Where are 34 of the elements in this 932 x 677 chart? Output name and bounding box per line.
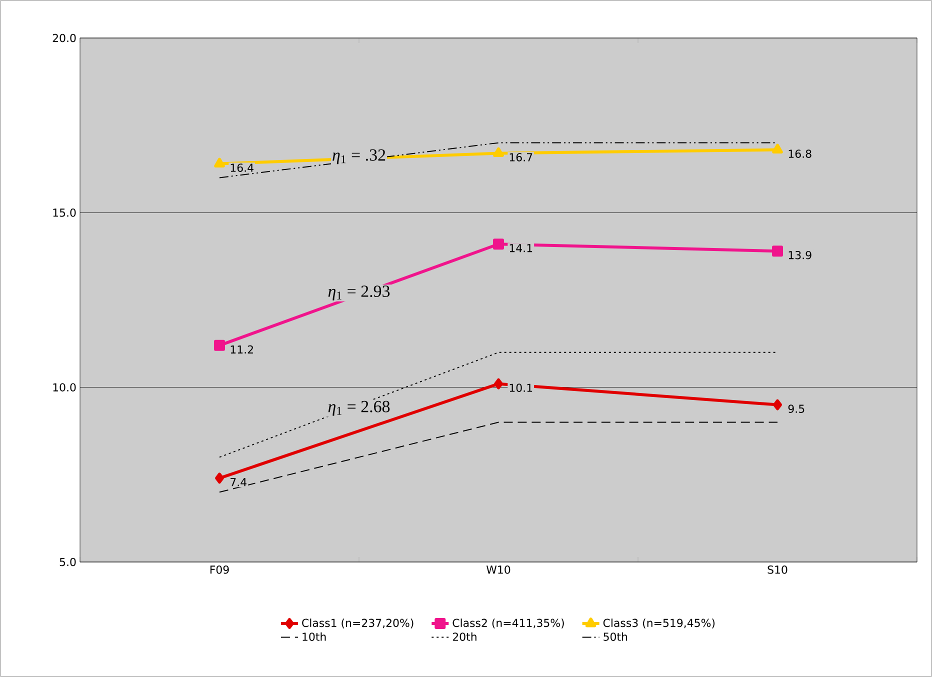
y-tick-label: 15.0: [53, 208, 76, 217]
legend-label: 10th: [302, 632, 326, 641]
legend-label: 50th: [604, 632, 628, 641]
annotation: η$_{1}$ = 2.68: [328, 400, 390, 416]
legend-label: Class1 (n=237,20%): [302, 618, 414, 628]
point: [494, 378, 503, 390]
x-tick-label: F09: [210, 566, 229, 574]
data-label: 14.1: [510, 244, 532, 252]
point: [772, 246, 783, 257]
x-tick-label: W10: [486, 566, 510, 574]
legend-label: Class3 (n=519,45%): [603, 618, 715, 628]
point: [493, 238, 504, 250]
point: [772, 144, 783, 154]
data-label: 16.8: [788, 150, 812, 158]
point: [214, 158, 225, 168]
point: [214, 340, 225, 351]
legend-label: 20th: [452, 632, 476, 641]
point: [773, 399, 782, 410]
point: [215, 472, 224, 484]
data-label: 10.1: [510, 384, 532, 392]
x-tick-label: S10: [768, 566, 788, 574]
y-tick-label: 5.0: [60, 558, 76, 566]
data-label: 7.4: [230, 478, 246, 486]
data-label: 11.2: [230, 345, 253, 354]
point: [493, 147, 504, 158]
data-label: 9.5: [788, 404, 804, 413]
data-label: 13.9: [788, 250, 812, 260]
annotation: η$_{1}$ = 2.93: [328, 286, 390, 300]
y-tick-label: 10.0: [53, 383, 76, 392]
data-label: 16.4: [230, 164, 254, 172]
data-label: 16.7: [510, 153, 532, 162]
annotation: η$_{1}$ = .32: [332, 149, 386, 164]
y-tick-label: 20.0: [52, 34, 76, 42]
legend-label: Class2 (n=411,35%): [452, 618, 564, 628]
